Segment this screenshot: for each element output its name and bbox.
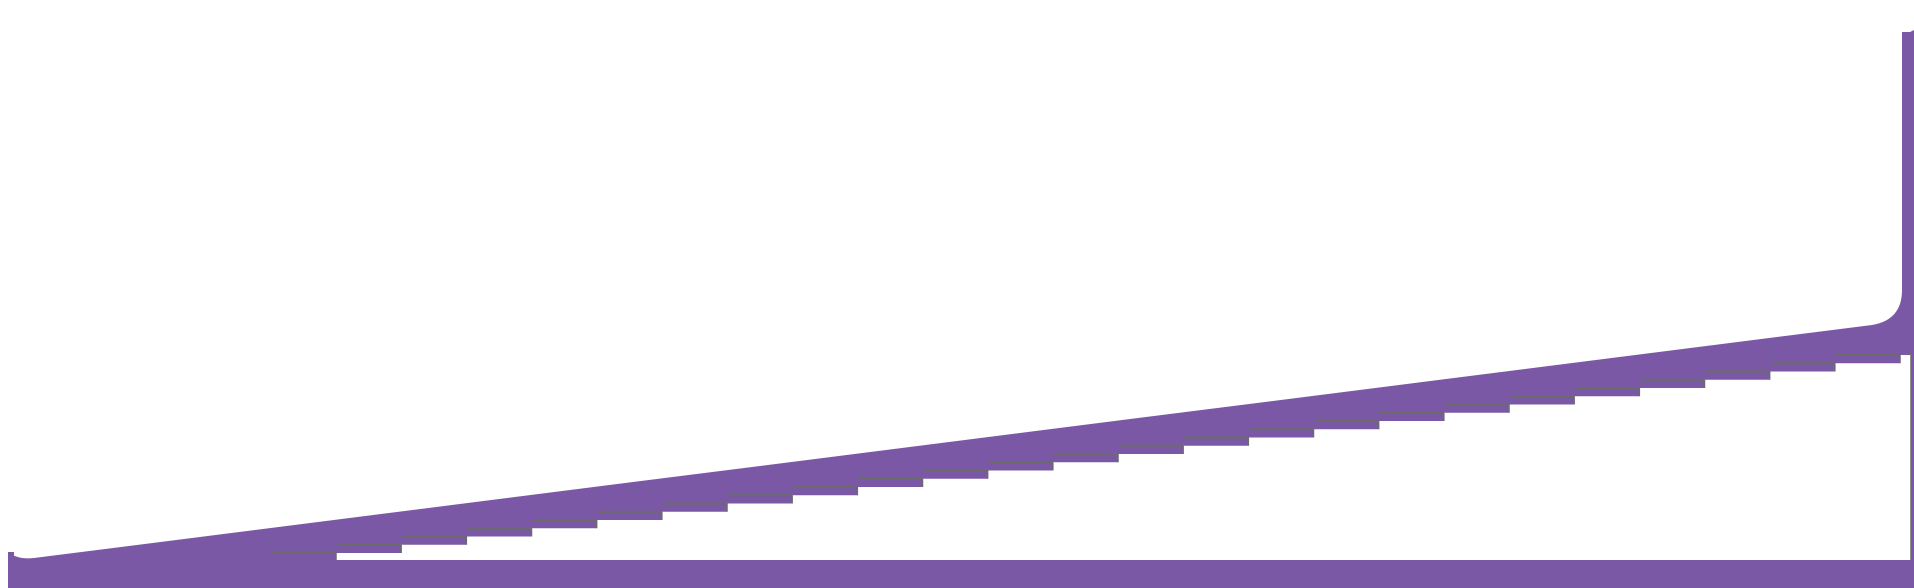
left-corner-tab [8, 552, 14, 576]
bottom-band [14, 560, 1914, 588]
right-corner-tab [1902, 32, 1914, 40]
staircase-underside [272, 354, 1911, 562]
staircase-white-region [336, 355, 1911, 560]
